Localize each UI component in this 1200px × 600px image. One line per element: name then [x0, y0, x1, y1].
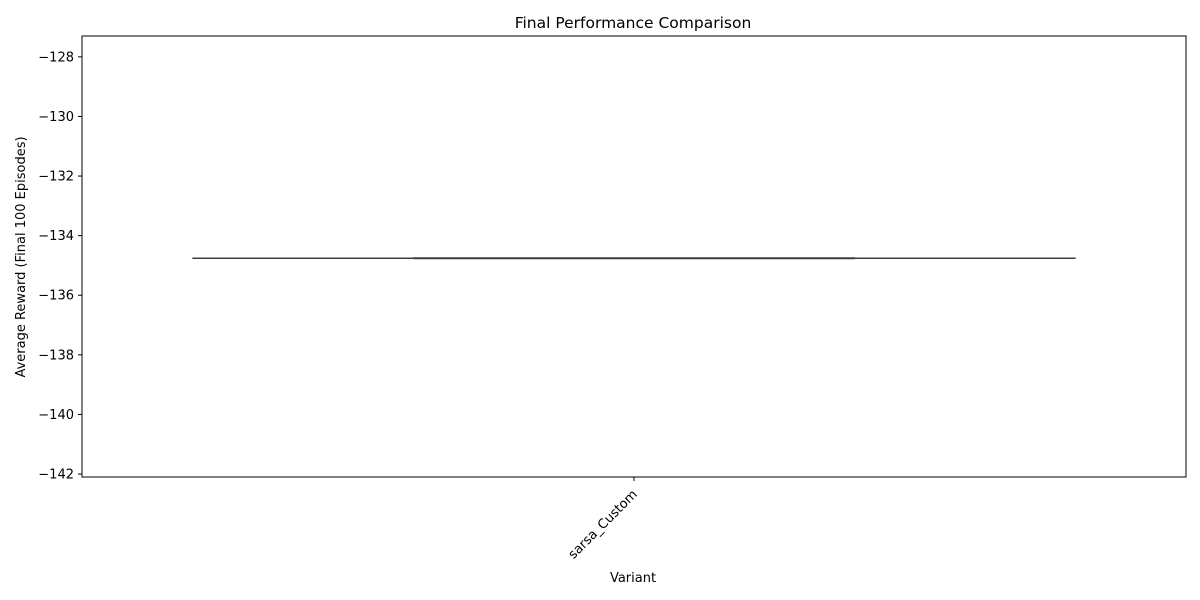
y-tick-label: −132 [38, 170, 74, 185]
chart-title: Final Performance Comparison [515, 14, 752, 32]
y-axis: −142 −140 −138 −136 −134 −132 −130 −128 [38, 50, 82, 483]
y-tick-label: −130 [38, 110, 74, 125]
y-tick-label: −142 [38, 468, 74, 483]
y-tick-label: −128 [38, 50, 74, 65]
y-tick-label: −138 [38, 348, 74, 363]
y-tick-label: −140 [38, 408, 74, 423]
y-axis-label: Average Reward (Final 100 Episodes) [14, 136, 29, 377]
y-tick-label: −136 [38, 289, 74, 304]
x-axis-label: Variant [610, 571, 656, 586]
y-tick-label: −134 [38, 229, 74, 244]
